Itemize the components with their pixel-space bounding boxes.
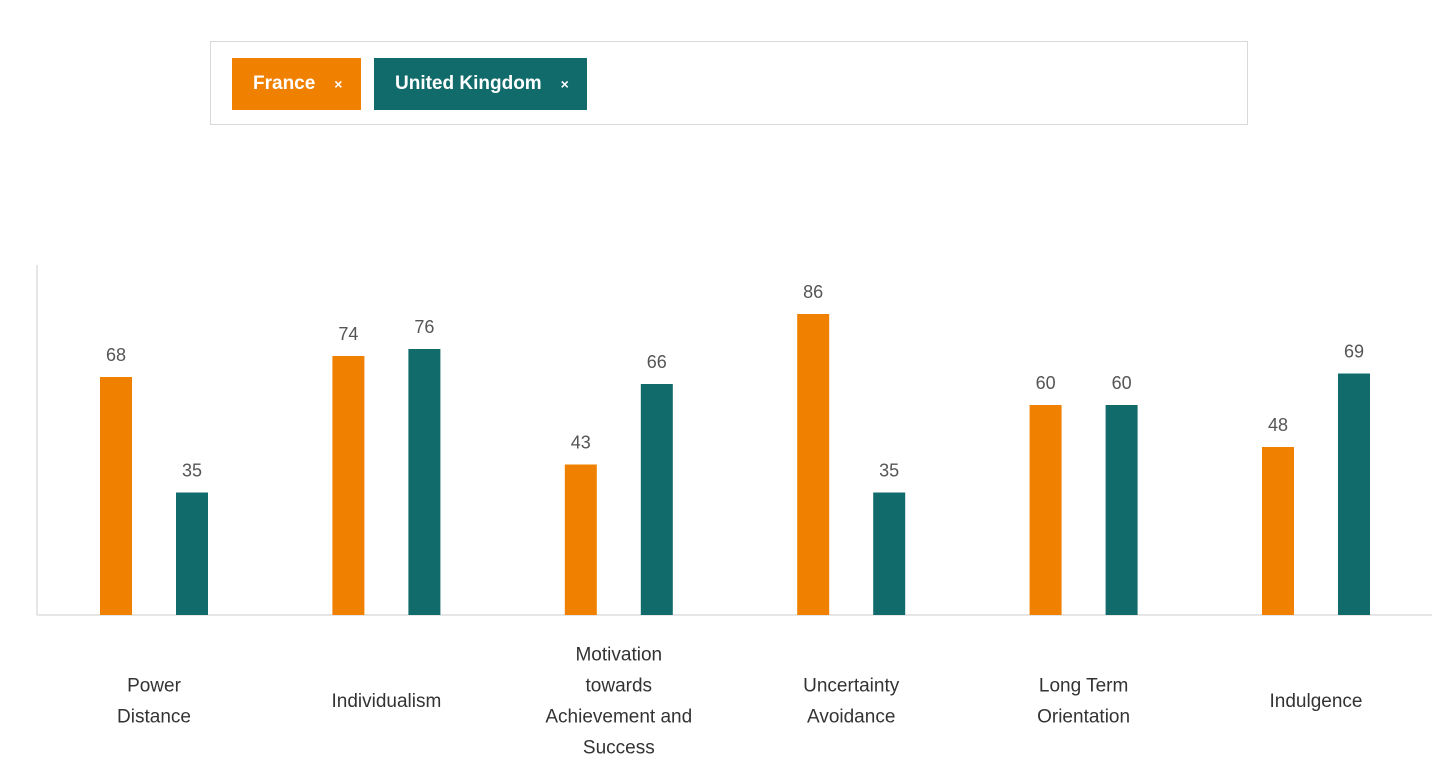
data-label-france-1: 74 — [338, 324, 358, 344]
bar-united-kingdom-5 — [1338, 373, 1370, 615]
bar-united-kingdom-0 — [176, 492, 208, 615]
country-selector: France × United Kingdom × — [210, 41, 1248, 125]
category-label-2: Motivation towards Achievement and Success — [545, 645, 692, 759]
category-label-line: Long Term — [1039, 676, 1128, 697]
data-label-france-5: 48 — [1268, 415, 1288, 435]
category-label-line: Uncertainty — [803, 676, 900, 697]
category-label-0: Power Distance — [117, 676, 191, 728]
data-label-united-kingdom-4: 60 — [1112, 373, 1132, 393]
bar-united-kingdom-1 — [408, 349, 441, 615]
remove-united-kingdom-icon[interactable]: × — [560, 76, 569, 92]
category-label-5: Indulgence — [1270, 691, 1363, 712]
bar-france-5 — [1262, 447, 1294, 615]
data-label-united-kingdom-0: 35 — [182, 461, 202, 481]
category-label-line: Achievement and — [545, 707, 692, 728]
chip-united-kingdom[interactable]: United Kingdom × — [374, 58, 587, 110]
bar-france-4 — [1029, 405, 1062, 615]
bar-united-kingdom-4 — [1105, 405, 1138, 615]
data-label-united-kingdom-1: 76 — [414, 317, 434, 337]
bar-france-0 — [100, 377, 132, 615]
data-label-france-0: 68 — [106, 345, 126, 365]
category-label-line: Orientation — [1037, 707, 1130, 728]
bar-united-kingdom-3 — [873, 492, 906, 615]
data-label-united-kingdom-2: 66 — [647, 352, 667, 372]
bar-united-kingdom-2 — [640, 384, 673, 615]
category-label-line: Distance — [117, 707, 191, 728]
chip-united-kingdom-label: United Kingdom — [395, 73, 542, 94]
data-label-france-4: 60 — [1036, 373, 1056, 393]
category-label-line: Avoidance — [807, 707, 895, 728]
category-label-line: Indulgence — [1270, 691, 1363, 712]
category-label-line: towards — [586, 676, 653, 697]
category-label-1: Individualism — [331, 691, 441, 712]
bar-france-1 — [332, 356, 365, 615]
data-label-united-kingdom-5: 69 — [1344, 342, 1364, 362]
data-label-united-kingdom-3: 35 — [879, 461, 899, 481]
bar-france-3 — [797, 314, 830, 615]
data-label-france-3: 86 — [803, 282, 823, 302]
category-label-line: Motivation — [575, 645, 662, 666]
category-label-3: Uncertainty Avoidance — [803, 676, 900, 728]
chip-france-label: France — [253, 73, 316, 94]
bar-france-2 — [564, 464, 597, 615]
category-label-line: Success — [583, 738, 655, 759]
category-label-line: Individualism — [331, 691, 441, 712]
category-label-4: Long Term Orientation — [1037, 676, 1130, 728]
remove-france-icon[interactable]: × — [334, 76, 343, 92]
category-label-line: Power — [127, 676, 182, 697]
data-label-france-2: 43 — [571, 433, 591, 453]
chip-france[interactable]: France × — [232, 58, 361, 110]
